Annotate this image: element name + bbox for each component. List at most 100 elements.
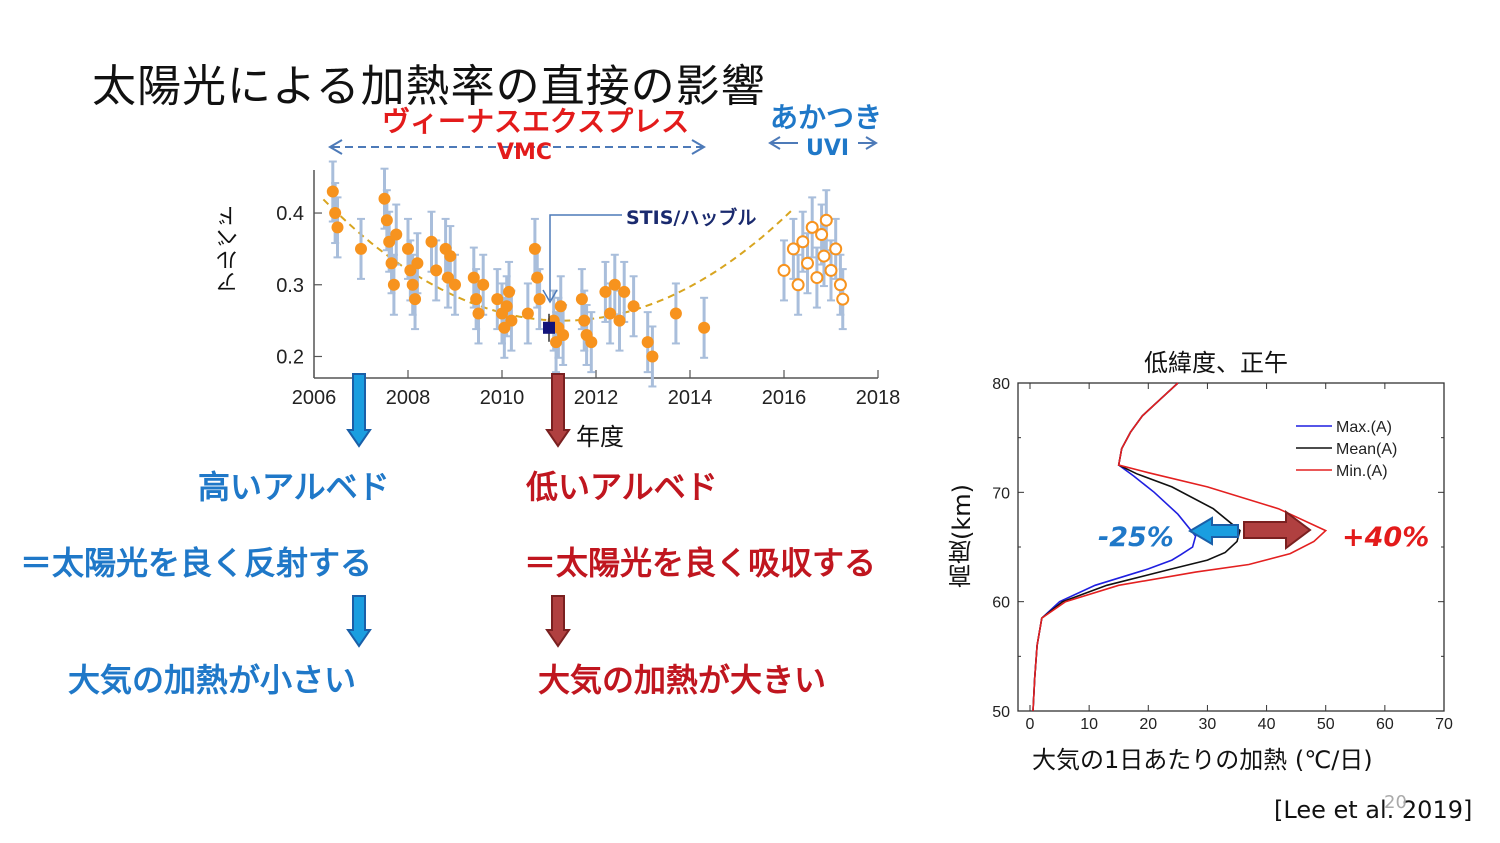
- uvi-point: [833, 278, 847, 292]
- reflect-text: ＝太陽光を良く反射する: [20, 544, 373, 582]
- vmc-point: [430, 264, 443, 277]
- min-profile-line: [1032, 382, 1328, 712]
- y-tick-label: 0.4: [276, 203, 304, 225]
- vmc-point: [604, 307, 617, 320]
- minus-arrow: [1188, 516, 1239, 546]
- large-heating-text: 大気の加熱が大きい: [538, 661, 827, 699]
- vmc-point: [444, 250, 457, 263]
- page-number: 20: [1384, 792, 1407, 813]
- vmc-point: [505, 314, 518, 327]
- vmc-point: [378, 192, 391, 205]
- minus-percent-label: -25%: [1098, 522, 1174, 553]
- vmc-point: [554, 300, 567, 313]
- uvi-point: [791, 278, 805, 292]
- x-tick-label: 20: [1139, 716, 1157, 733]
- heating-chart-title: 低緯度、正午: [1144, 349, 1288, 377]
- vmc-point: [470, 293, 483, 306]
- down-arrow-red: [545, 373, 571, 448]
- x-tick-label: 70: [1435, 716, 1453, 733]
- uvi-label: UVI: [806, 136, 850, 161]
- uvi-range-right-arrow: [865, 136, 878, 150]
- absorb-text: ＝太陽光を良く吸収する: [524, 544, 877, 582]
- vmc-point: [390, 228, 403, 241]
- heating-axis-label: 大気の1日あたりの加熱 (℃/日): [1032, 746, 1373, 774]
- vmc-point: [402, 242, 414, 255]
- vmc-label: VMC: [497, 140, 553, 165]
- x-tick-label: 2012: [574, 387, 619, 409]
- x-tick-label: 30: [1199, 716, 1217, 733]
- y-tick-label: 0.2: [276, 346, 304, 368]
- vmc-point: [669, 307, 682, 320]
- vmc-point: [472, 307, 485, 320]
- vmc-point: [477, 278, 490, 291]
- legend-label: Min.(A): [1336, 463, 1388, 480]
- vmc-point: [385, 257, 398, 270]
- legend-label: Max.(A): [1336, 419, 1392, 436]
- vmc-point: [528, 242, 541, 255]
- citation: [Lee et al. 2019]: [1274, 796, 1473, 824]
- stis-callout-arrow: [542, 289, 558, 304]
- vmc-point: [627, 300, 640, 313]
- uvi-point: [836, 292, 850, 306]
- uvi-point: [796, 235, 810, 249]
- vmc-point: [406, 278, 419, 291]
- down-arrow-blue: [346, 373, 372, 448]
- x-tick-label: 2014: [668, 387, 713, 409]
- vmc-point: [618, 285, 631, 298]
- vmc-point: [613, 314, 626, 327]
- uvi-point: [777, 263, 791, 277]
- vmc-range-right-arrow: [691, 139, 706, 155]
- x-tick-label: 60: [1376, 716, 1394, 733]
- vmc-point: [585, 336, 598, 349]
- x-tick-label: 2010: [480, 387, 525, 409]
- vmc-point: [331, 221, 344, 234]
- uvi-point: [805, 220, 819, 234]
- x-tick-label: 50: [1317, 716, 1335, 733]
- vmc-point: [578, 314, 591, 327]
- vmc-point: [533, 293, 546, 306]
- uvi-point: [817, 249, 831, 263]
- vmc-point: [326, 185, 339, 198]
- year-axis-label: 年度: [576, 423, 624, 451]
- vmc-point: [599, 285, 612, 298]
- uvi-point: [810, 271, 824, 285]
- vmc-point: [557, 328, 570, 341]
- small-heating-text: 大気の加熱が小さい: [68, 661, 357, 699]
- uvi-point: [829, 242, 843, 256]
- y-tick-label: 80: [992, 376, 1010, 393]
- plus-arrow: [1243, 510, 1312, 550]
- y-tick-label: 60: [992, 595, 1010, 612]
- x-tick-label: 40: [1258, 716, 1276, 733]
- y-tick-label: 70: [992, 485, 1010, 502]
- altitude-axis-label: 高度(km): [948, 484, 976, 589]
- albedo-axis-label: アルベド: [217, 205, 242, 293]
- uvi-point: [815, 228, 829, 242]
- x-tick-label: 2006: [292, 387, 337, 409]
- vmc-point: [531, 271, 544, 284]
- vmc-point: [355, 242, 367, 255]
- vmc-point: [698, 321, 711, 334]
- vmc-point: [500, 300, 513, 313]
- x-tick-label: 0: [1026, 716, 1035, 733]
- vmc-point: [425, 235, 438, 248]
- x-tick-label: 2016: [762, 387, 807, 409]
- vmc-point: [608, 278, 621, 291]
- stis-point: [543, 321, 555, 334]
- low-albedo-text: 低いアルベド: [526, 468, 718, 506]
- vmc-point: [503, 285, 516, 298]
- plus-percent-label: +40%: [1342, 522, 1430, 553]
- vmc-point: [329, 207, 342, 220]
- vmc-point: [575, 293, 588, 306]
- stis-callout-line: [549, 214, 622, 300]
- uvi-point: [786, 242, 800, 256]
- uvi-point: [801, 256, 814, 270]
- uvi-point: [824, 263, 838, 277]
- trend-line: [322, 198, 795, 322]
- down-arrow-red: [545, 595, 571, 648]
- vmc-point: [521, 307, 534, 320]
- venus-express-label: ヴィーナスエクスプレス: [382, 105, 690, 138]
- vmc-range-left-arrow: [328, 139, 343, 155]
- vmc-point: [491, 293, 504, 306]
- vmc-point: [380, 214, 393, 227]
